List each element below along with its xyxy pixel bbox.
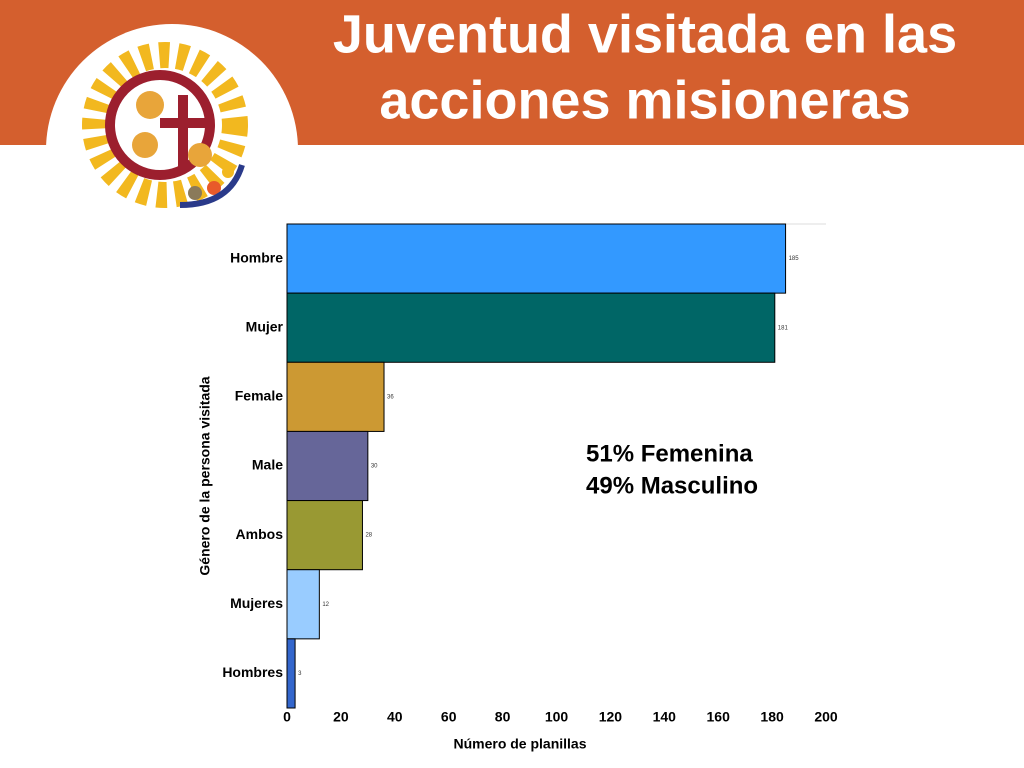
- bar: [286, 430, 369, 502]
- x-tick-label: 40: [387, 709, 403, 725]
- bar: [286, 638, 296, 709]
- y-tick-label: Hombres: [222, 664, 283, 680]
- bar: [286, 223, 787, 294]
- data-label: 36: [387, 394, 394, 400]
- y-tick-label: Mujeres: [230, 595, 283, 611]
- data-label: 30: [371, 464, 378, 470]
- bar: [286, 569, 320, 640]
- bar: [286, 500, 363, 571]
- logo: [82, 42, 248, 208]
- data-label: 28: [365, 533, 372, 539]
- bar: [286, 292, 776, 363]
- x-tick-label: 0: [283, 709, 291, 725]
- annotation: 51% Femenina: [586, 440, 753, 467]
- title-line: acciones misioneras: [379, 70, 910, 130]
- x-tick-label: 140: [653, 709, 677, 725]
- y-tick-label: Hombre: [230, 249, 283, 265]
- y-tick-label: Mujer: [246, 318, 284, 334]
- annotation: 49% Masculino: [586, 472, 758, 499]
- logo-backdrop: [46, 24, 298, 276]
- y-axis-label: Género de la persona visitada: [197, 376, 213, 575]
- x-axis-label: Número de planillas: [453, 736, 586, 752]
- x-tick-label: 100: [545, 709, 569, 725]
- y-tick-label: Female: [235, 388, 283, 404]
- x-tick-label: 60: [441, 709, 457, 725]
- data-label: 181: [778, 325, 789, 331]
- x-tick-label: 20: [333, 709, 349, 725]
- y-tick-label: Male: [252, 457, 283, 473]
- y-tick-label: Ambos: [236, 526, 284, 542]
- x-tick-label: 120: [599, 709, 623, 725]
- data-label: 3: [298, 671, 302, 677]
- title-line: Juventud visitada en las: [333, 4, 957, 64]
- data-label: 185: [789, 256, 800, 262]
- x-tick-label: 80: [495, 709, 511, 725]
- bar: [286, 361, 385, 432]
- x-tick-label: 160: [707, 709, 731, 725]
- data-label: 12: [322, 602, 329, 608]
- x-tick-label: 180: [760, 709, 784, 725]
- x-tick-label: 200: [814, 709, 838, 725]
